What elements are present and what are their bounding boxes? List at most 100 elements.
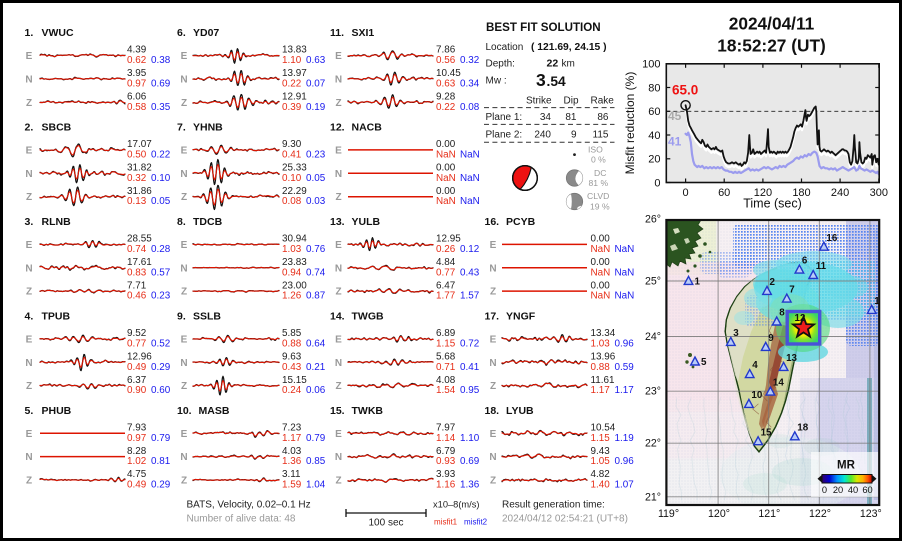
svg-text:3: 3	[733, 328, 739, 339]
svg-text:Z: Z	[181, 192, 187, 203]
svg-text:12.: 12.	[330, 122, 345, 134]
svg-text:81 %: 81 %	[589, 178, 609, 188]
svg-text:E: E	[181, 146, 188, 157]
svg-text:0.23: 0.23	[151, 291, 171, 302]
svg-text:E: E	[490, 335, 497, 346]
svg-text:0.41: 0.41	[282, 150, 302, 161]
svg-text:16.: 16.	[485, 216, 500, 228]
svg-text:E: E	[26, 240, 33, 251]
svg-text:0.24: 0.24	[282, 385, 302, 396]
svg-text:40: 40	[848, 485, 858, 495]
svg-text:12.91: 12.91	[282, 91, 307, 102]
svg-text:N: N	[25, 358, 32, 369]
svg-text:28.55: 28.55	[127, 234, 152, 245]
svg-text:0.83: 0.83	[127, 267, 147, 278]
svg-text:CLVD: CLVD	[587, 191, 609, 201]
svg-text:0.03: 0.03	[306, 196, 326, 207]
svg-text:9: 9	[571, 129, 577, 140]
svg-text:1: 1	[695, 277, 701, 288]
svg-text:Z: Z	[490, 287, 496, 298]
svg-text:123°: 123°	[860, 508, 882, 520]
svg-text:0.49: 0.49	[127, 362, 147, 373]
svg-text:34: 34	[540, 112, 552, 123]
svg-text:121°: 121°	[758, 508, 780, 520]
svg-text:1.54: 1.54	[436, 385, 456, 396]
svg-text:E: E	[26, 51, 33, 62]
svg-text:24°: 24°	[645, 331, 661, 343]
svg-text:3: 3	[536, 70, 546, 90]
svg-text:60: 60	[862, 485, 872, 495]
svg-text:3.93: 3.93	[436, 469, 456, 480]
svg-text:Z: Z	[335, 476, 341, 487]
svg-text:Z: Z	[335, 98, 341, 109]
svg-text:E: E	[335, 146, 342, 157]
svg-text:22.29: 22.29	[282, 186, 307, 197]
svg-text:0.00: 0.00	[436, 139, 456, 150]
svg-text:8.28: 8.28	[127, 446, 147, 457]
svg-text:10.: 10.	[177, 405, 192, 417]
svg-text:NaN: NaN	[591, 291, 611, 302]
svg-text:45: 45	[668, 109, 682, 123]
svg-text:0.95: 0.95	[460, 385, 480, 396]
svg-text:0.88: 0.88	[591, 362, 611, 373]
svg-text:N: N	[335, 358, 342, 369]
svg-text:0.96: 0.96	[615, 339, 635, 350]
svg-text:( 121.69, 24.15 ): ( 121.69, 24.15 )	[531, 42, 607, 53]
svg-text:4.: 4.	[25, 311, 34, 323]
svg-text:Z: Z	[26, 381, 32, 392]
svg-text:1.03: 1.03	[282, 244, 302, 255]
svg-text:0.85: 0.85	[306, 456, 326, 467]
svg-text:1.10: 1.10	[282, 55, 302, 66]
svg-text:Depth:: Depth:	[486, 58, 515, 69]
svg-text:YHNB: YHNB	[193, 122, 223, 134]
svg-text:.54: .54	[547, 74, 567, 89]
svg-text:Strike: Strike	[526, 95, 552, 106]
svg-text:1.59: 1.59	[282, 480, 302, 491]
svg-text:Z: Z	[335, 287, 341, 298]
svg-text:25°: 25°	[645, 276, 661, 288]
svg-text:2: 2	[770, 277, 776, 288]
svg-text:E: E	[335, 51, 342, 62]
svg-text:YULB: YULB	[352, 216, 381, 228]
svg-text:Rake: Rake	[591, 95, 615, 106]
svg-text:180: 180	[792, 187, 810, 199]
svg-text:3.95: 3.95	[127, 68, 147, 79]
svg-text:NaN: NaN	[436, 173, 456, 184]
svg-text:119°: 119°	[658, 508, 679, 520]
svg-text:0.64: 0.64	[306, 339, 326, 350]
svg-text:17: 17	[874, 296, 885, 307]
svg-text:6.79: 6.79	[436, 446, 456, 457]
svg-text:0.52: 0.52	[151, 339, 170, 350]
svg-text:1.14: 1.14	[436, 433, 456, 444]
svg-text:0.77: 0.77	[127, 339, 146, 350]
svg-text:0.05: 0.05	[151, 196, 171, 207]
svg-text:TDCB: TDCB	[193, 216, 223, 228]
svg-text:0.69: 0.69	[151, 78, 171, 89]
svg-text:9.43: 9.43	[591, 446, 611, 457]
svg-text:0.00: 0.00	[591, 234, 611, 245]
svg-text:4.08: 4.08	[436, 375, 456, 386]
svg-text:240: 240	[831, 187, 849, 199]
svg-text:NaN: NaN	[460, 196, 480, 207]
svg-text:1.05: 1.05	[591, 456, 611, 467]
svg-text:4.82: 4.82	[591, 469, 610, 480]
svg-text:6.06: 6.06	[127, 91, 147, 102]
svg-text:5.85: 5.85	[282, 328, 302, 339]
svg-text:N: N	[180, 169, 187, 180]
svg-text:0.71: 0.71	[436, 362, 456, 373]
svg-text:N: N	[335, 74, 342, 85]
svg-text:65.0: 65.0	[672, 83, 698, 98]
svg-text:0.12: 0.12	[460, 244, 479, 255]
svg-text:0.41: 0.41	[460, 362, 480, 373]
svg-text:0.60: 0.60	[151, 385, 171, 396]
svg-text:0.74: 0.74	[306, 267, 326, 278]
svg-text:N: N	[335, 169, 342, 180]
svg-text:7.23: 7.23	[282, 423, 302, 434]
svg-text:16: 16	[826, 233, 837, 244]
svg-text:0.49: 0.49	[127, 480, 147, 491]
svg-text:9.30: 9.30	[282, 139, 302, 150]
svg-text:MASB: MASB	[199, 405, 230, 417]
svg-text:1.03: 1.03	[591, 339, 611, 350]
svg-text:0.00: 0.00	[436, 186, 456, 197]
svg-text:0.34: 0.34	[460, 78, 480, 89]
